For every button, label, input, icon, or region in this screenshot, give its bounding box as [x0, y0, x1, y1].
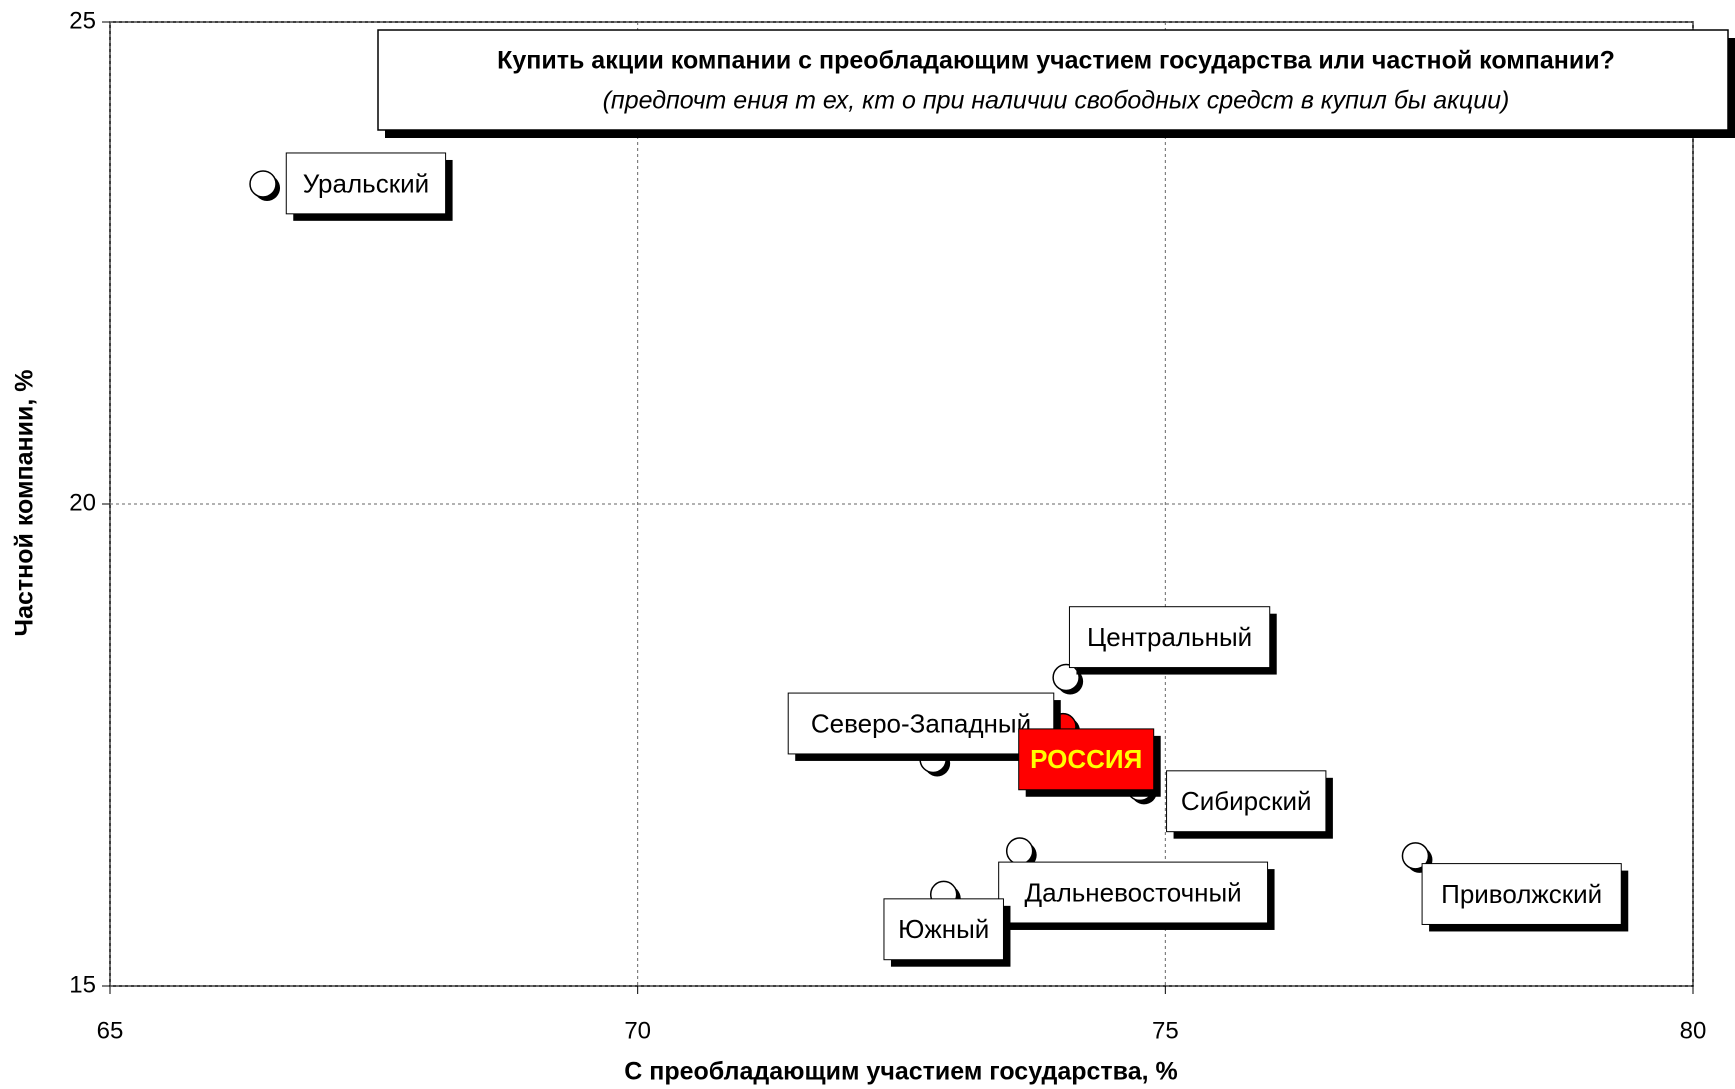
- label-box: [1068, 606, 1271, 669]
- point-label: Приволжский: [1441, 879, 1602, 909]
- y-tick-label: 25: [69, 7, 96, 34]
- marker: [249, 170, 277, 198]
- label-box: [285, 152, 447, 215]
- label-box: [1166, 770, 1327, 833]
- point-label: Северо-Западный: [811, 708, 1031, 738]
- label-box: [883, 898, 1004, 961]
- x-tick-label: 75: [1152, 1017, 1179, 1044]
- y-tick-label: 20: [69, 489, 96, 516]
- y-tick-label: 15: [69, 971, 96, 998]
- point-label: Южный: [898, 914, 989, 944]
- x-tick-label: 65: [97, 1017, 124, 1044]
- x-axis-title: С преобладающим участием государства, %: [624, 1058, 1178, 1086]
- x-tick-label: 70: [624, 1017, 651, 1044]
- label-box: [787, 692, 1055, 755]
- chart-title: Купить акции компании с преобладающим уч…: [497, 47, 1615, 75]
- point-label: РОССИЯ: [1030, 744, 1142, 774]
- point-label: Дальневосточный: [1025, 877, 1242, 907]
- marker: [1401, 842, 1430, 870]
- point-label: Центральный: [1087, 622, 1252, 652]
- marker: [1052, 663, 1080, 692]
- point-label: Уральский: [303, 168, 429, 198]
- label-box: [998, 861, 1269, 924]
- title-box: [377, 29, 1729, 131]
- label-box: [1421, 863, 1622, 925]
- marker: [1005, 837, 1034, 865]
- point-label: Сибирский: [1181, 786, 1312, 816]
- chart-subtitle: (предпочт ения т ех, кт о при наличии св…: [603, 87, 1510, 115]
- y-axis-title: Частной компании, %: [11, 370, 39, 637]
- label-box: [1018, 728, 1155, 791]
- x-tick-label: 80: [1680, 1017, 1707, 1044]
